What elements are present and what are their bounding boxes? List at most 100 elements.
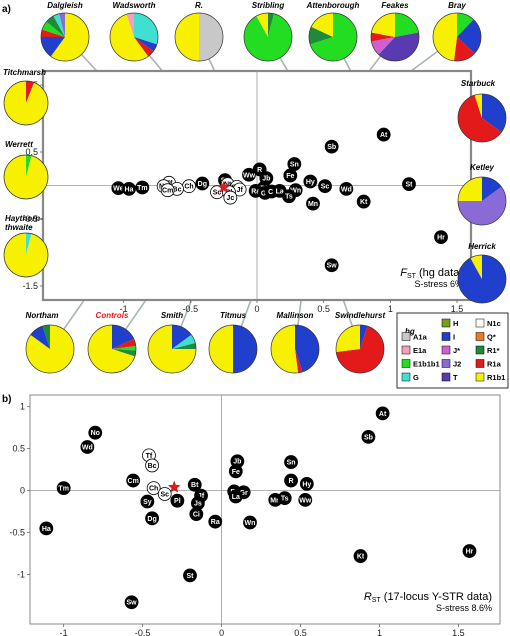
pie-slice-r1b1 xyxy=(256,13,268,37)
point-marker xyxy=(284,473,298,488)
point-marker xyxy=(402,177,416,192)
pie-outline xyxy=(457,254,507,304)
panel-b: -1 -0.5 0 0.5 1 1.5 1 0.5 0 -0.5 -1 At Sb No Wd Jb Sn Fe C… xyxy=(9,394,501,636)
point-label: Wn xyxy=(290,188,301,195)
point-label: We xyxy=(113,186,123,193)
point-label: Bt xyxy=(191,482,199,489)
point-label: Jc xyxy=(226,195,234,202)
legend-swatch xyxy=(441,332,451,341)
pie-herrick: Herrick xyxy=(457,242,507,304)
pie-slice-r1b1 xyxy=(458,177,482,201)
point-marker xyxy=(353,549,368,563)
stat-label: FST (hg data) xyxy=(400,267,463,280)
point-no: No xyxy=(88,425,103,440)
pie-label: Ketley xyxy=(470,163,495,172)
x-tick-label: 1.5 xyxy=(451,304,464,314)
pie-slice-e1b1b1 xyxy=(244,13,293,61)
legend-label: Q* xyxy=(487,333,496,342)
pie-northam: Northam xyxy=(26,311,75,374)
legend-label: E1a xyxy=(413,346,427,355)
pie-outline xyxy=(370,12,420,62)
point-label: Bc xyxy=(148,463,157,470)
point-cm: Cm xyxy=(160,183,175,198)
point-wd: Wd xyxy=(80,440,95,454)
pie-slice-r1a xyxy=(371,32,395,42)
point-label: Gr xyxy=(240,490,248,497)
point-st: St xyxy=(183,568,197,583)
legend-swatch xyxy=(401,345,411,355)
point-label: Sw xyxy=(327,263,338,270)
point-label: Sn xyxy=(290,162,299,169)
point-label: Js xyxy=(194,501,202,508)
legend-label: R1a xyxy=(487,360,502,369)
point-sn: Sn xyxy=(287,157,302,171)
pie-slice-j2 xyxy=(458,186,506,225)
y-tick-label: 0.5 xyxy=(25,147,38,157)
pie-outline xyxy=(147,324,197,374)
y-tick-label: 1 xyxy=(20,402,25,412)
pie-slice-r1a xyxy=(40,29,65,37)
pie-label: Werrett xyxy=(5,140,33,149)
legend-swatch xyxy=(441,318,451,328)
pie-werrett: Werrett xyxy=(3,140,49,200)
point-bc: Bc xyxy=(145,458,160,473)
point-marker xyxy=(208,514,223,529)
pie-slice-r1star xyxy=(172,343,197,349)
point-marker xyxy=(195,176,210,191)
pie-slice-i xyxy=(482,177,502,201)
panel-label-b: b) xyxy=(2,394,11,405)
point-marker xyxy=(80,440,95,454)
x-tick-label: 0 xyxy=(219,628,224,636)
legend-swatch xyxy=(475,359,485,368)
pie-label: Mallinson xyxy=(277,311,314,320)
point-label: Tm xyxy=(137,185,148,192)
point-label: Jf xyxy=(237,187,244,194)
pie-label: Stribling xyxy=(252,1,285,10)
x-tick-label: 1 xyxy=(377,628,382,636)
pie-outline xyxy=(87,324,137,374)
legend-swatch xyxy=(475,372,485,382)
pie-slice-r1a xyxy=(458,95,502,142)
point-bt: Bt xyxy=(187,477,202,492)
x-tick-label: -0.5 xyxy=(135,628,151,636)
pie-ketley: Ketley xyxy=(457,163,507,226)
pie-stribling: Stribling xyxy=(243,1,293,62)
pie-slice-r1star xyxy=(268,12,274,37)
y-tick-label: -0.5 xyxy=(22,214,38,224)
pie-label: thwaite xyxy=(5,223,33,232)
point-ha: Ha xyxy=(122,181,136,196)
point-label: Ch xyxy=(184,184,193,191)
point-sn: Sn xyxy=(284,455,298,469)
legend-label: H xyxy=(453,319,458,328)
controls-star-marker xyxy=(217,180,230,193)
point-sy: Sy xyxy=(140,494,155,509)
point-label: Tm xyxy=(58,486,69,493)
point-at: At xyxy=(376,127,391,142)
point-marker xyxy=(242,167,256,182)
point-fe: Fe xyxy=(283,168,298,183)
point-hy: Hy xyxy=(303,174,318,189)
legend-item-n1c: N1c xyxy=(475,318,501,328)
panel-label-a: a) xyxy=(2,4,11,15)
point-marker xyxy=(462,544,477,558)
point-hy: Hy xyxy=(299,476,314,491)
pie-slice-e1b1b1 xyxy=(42,21,65,37)
point-ww: Ww xyxy=(298,492,313,507)
point-label: Nt xyxy=(224,182,232,189)
point-label: La xyxy=(276,188,284,195)
legend-item-r1star: R1* xyxy=(475,345,500,355)
legend-label: E1b1b1 xyxy=(413,360,440,369)
point-marker xyxy=(243,515,257,530)
point-marker xyxy=(375,406,390,421)
point-marker xyxy=(277,491,292,506)
point-ww: Ww xyxy=(242,167,256,182)
point-label: St xyxy=(187,573,195,580)
legend-item-a1a: A1a xyxy=(401,332,428,342)
pie-outline xyxy=(335,324,385,374)
legend-label: J* xyxy=(453,346,460,355)
point-label: Cm xyxy=(162,188,173,195)
point-marker xyxy=(298,492,313,507)
legend-item-t: T xyxy=(441,372,458,382)
point-label: Ww xyxy=(243,172,256,179)
legend-item-jstar: J* xyxy=(441,345,460,355)
